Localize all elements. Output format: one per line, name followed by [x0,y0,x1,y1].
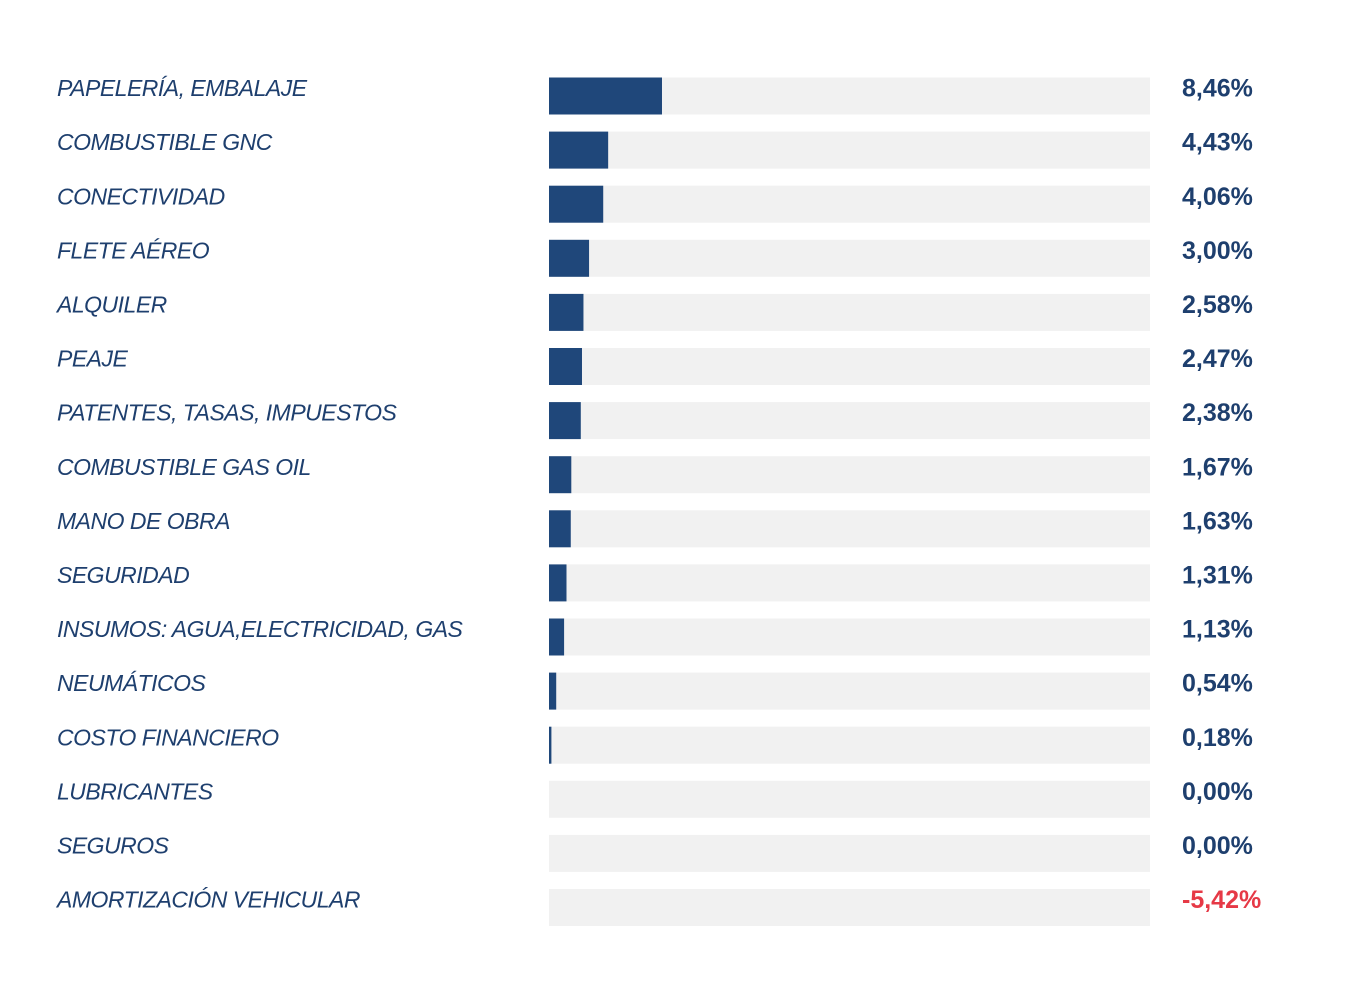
value-label: 1,31% [1182,562,1253,590]
bar-track [549,672,1150,710]
value-label: 4,43% [1182,129,1253,157]
bar [549,618,565,656]
value-label: 4,06% [1182,183,1253,211]
bar [549,510,571,548]
value-label: 1,13% [1182,616,1253,644]
category-label: PAPELERÍA, EMBALAJE [57,75,308,101]
category-label: ALQUILER [55,291,167,317]
category-label: COMBUSTIBLE GNC [57,129,273,155]
bar-track [549,131,1150,169]
bar [549,564,567,602]
value-label: 8,46% [1182,75,1253,103]
value-label: 0,18% [1182,724,1253,752]
category-label: FLETE AÉREO [57,237,210,263]
value-label: 1,63% [1182,507,1253,535]
value-label: 0,00% [1182,778,1253,806]
bar-track [549,239,1150,277]
bar-track [549,185,1150,223]
category-label: AMORTIZACIÓN VEHICULAR [55,887,360,913]
bar-track [549,510,1150,548]
category-label: CONECTIVIDAD [57,183,225,209]
bar [477,889,549,926]
category-label: COSTO FINANCIERO [57,724,279,750]
bar-track [549,618,1150,656]
bar-track [549,889,1150,926]
value-label: 0,00% [1182,832,1253,860]
value-label: 2,38% [1182,399,1253,427]
category-label: SEGUROS [57,832,170,858]
bar [549,348,582,385]
bar [549,293,584,331]
bar [549,672,557,710]
bar [549,456,572,494]
tracks [549,77,1150,926]
bar-track [549,564,1150,602]
bar-track [549,402,1150,440]
bar [549,131,609,169]
bar-track [549,780,1150,818]
value-label: 1,67% [1182,453,1253,481]
value-label: 3,00% [1182,237,1253,265]
bar-track [549,726,1150,764]
value-label: 2,58% [1182,291,1253,319]
bar [549,402,581,440]
category-label: PEAJE [57,346,129,372]
category-label: SEGURIDAD [57,562,189,588]
category-label: MANO DE OBRA [57,508,230,534]
category-label: INSUMOS: AGUA,ELECTRICIDAD, GAS [57,616,464,642]
category-label: COMBUSTIBLE GAS OIL [57,454,311,480]
bar-track [549,456,1150,494]
bar [549,726,552,764]
bar-track [549,348,1150,385]
category-label: PATENTES, TASAS, IMPUESTOS [57,400,397,426]
bar-track [549,834,1150,872]
bars [477,77,662,926]
value-label: 0,54% [1182,670,1253,698]
category-label: LUBRICANTES [57,778,214,804]
category-label: NEUMÁTICOS [57,670,207,696]
bar [549,77,662,115]
value-label: 2,47% [1182,345,1253,373]
value-label: -5,42% [1182,886,1261,914]
bar [549,185,604,223]
bar-track [549,293,1150,331]
bar [549,239,590,277]
